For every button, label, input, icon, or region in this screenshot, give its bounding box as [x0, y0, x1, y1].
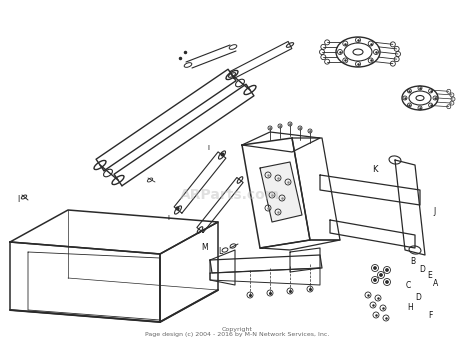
Text: E: E — [428, 272, 432, 280]
Ellipse shape — [380, 274, 383, 276]
Text: H: H — [407, 304, 413, 313]
Text: M: M — [202, 244, 208, 253]
Text: I: I — [17, 196, 19, 205]
Text: K: K — [372, 166, 378, 175]
Text: I: I — [167, 215, 169, 221]
Text: C: C — [405, 280, 410, 289]
Ellipse shape — [374, 266, 376, 269]
Ellipse shape — [385, 268, 389, 272]
Text: D: D — [415, 294, 421, 303]
Ellipse shape — [374, 278, 376, 282]
Text: ARParts.com: ARParts.com — [180, 188, 280, 202]
Text: B: B — [410, 257, 416, 266]
Ellipse shape — [385, 280, 389, 284]
Text: F: F — [428, 310, 432, 319]
Polygon shape — [260, 162, 302, 222]
Text: A: A — [433, 278, 438, 287]
Text: I: I — [207, 145, 209, 151]
Text: J: J — [434, 207, 436, 217]
Text: L: L — [218, 247, 222, 256]
Text: D: D — [419, 266, 425, 275]
Text: Copyright
Page design (c) 2004 - 2016 by M-N Network Services, Inc.: Copyright Page design (c) 2004 - 2016 by… — [145, 327, 329, 337]
